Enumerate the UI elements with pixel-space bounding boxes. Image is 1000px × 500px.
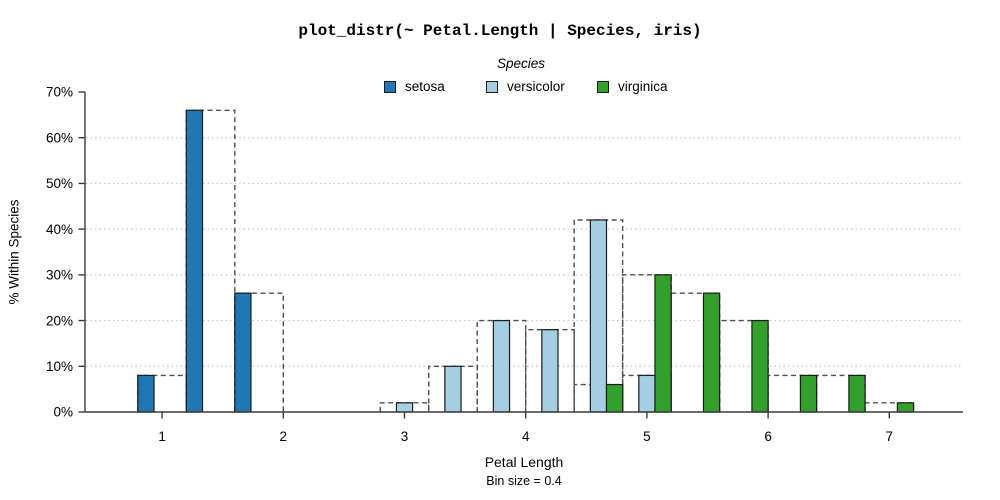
hist-outline-versicolor-3.6 bbox=[476, 319, 527, 412]
bar-virginica-4.4 bbox=[605, 383, 624, 413]
y-tick-label-0: 0% bbox=[53, 405, 73, 420]
virginica-swatch-icon bbox=[597, 81, 609, 93]
legend-item-virginica: virginica bbox=[597, 80, 668, 94]
x-tick-label-2: 2 bbox=[280, 429, 288, 444]
x-tick-label-6: 6 bbox=[764, 429, 772, 444]
legend-label-versicolor: versicolor bbox=[507, 79, 565, 94]
bar-setosa-1.6 bbox=[234, 292, 252, 413]
legend-item-setosa: setosa bbox=[384, 80, 445, 94]
x-tick-label-7: 7 bbox=[886, 429, 894, 444]
y-axis-title: % Within Species bbox=[6, 199, 22, 305]
y-tick-label-30: 30% bbox=[46, 268, 73, 283]
x-axis-title: Petal Length bbox=[484, 454, 564, 470]
bin-size-note: Bin size = 0.4 bbox=[486, 474, 562, 488]
bar-versicolor-3.2 bbox=[444, 365, 462, 413]
y-tick-label-40: 40% bbox=[46, 222, 73, 237]
hist-outline-virginica-4.8 bbox=[621, 274, 672, 412]
versicolor-swatch-icon bbox=[486, 81, 498, 93]
bar-versicolor-4 bbox=[541, 329, 559, 413]
bar-virginica-4.8 bbox=[654, 274, 672, 413]
x-tick-label-4: 4 bbox=[522, 429, 530, 444]
y-tick-label-60: 60% bbox=[46, 130, 73, 145]
bar-virginica-6.4 bbox=[848, 374, 866, 413]
x-tick-label-5: 5 bbox=[643, 429, 651, 444]
bar-virginica-5.6 bbox=[751, 319, 769, 413]
legend-label-setosa: setosa bbox=[405, 79, 445, 94]
bar-setosa-0.8 bbox=[137, 374, 155, 413]
bar-versicolor-4.8 bbox=[638, 374, 656, 413]
y-tick-label-50: 50% bbox=[46, 176, 73, 191]
page-title: plot_distr(~ Petal.Length | Species, iri… bbox=[298, 22, 702, 40]
x-tick-label-3: 3 bbox=[401, 429, 409, 444]
bar-virginica-6 bbox=[799, 374, 818, 413]
legend-item-versicolor: versicolor bbox=[486, 80, 565, 94]
x-tick-label-1: 1 bbox=[158, 429, 166, 444]
bar-versicolor-4.4 bbox=[589, 219, 608, 413]
setosa-swatch-icon bbox=[384, 81, 396, 93]
bar-virginica-5.2 bbox=[702, 292, 721, 413]
y-tick-label-10: 10% bbox=[46, 359, 73, 374]
y-tick-label-20: 20% bbox=[46, 313, 73, 328]
legend-title: Species bbox=[496, 56, 546, 71]
bar-versicolor-3.6 bbox=[492, 319, 511, 413]
bar-versicolor-2.8 bbox=[395, 402, 414, 413]
bar-setosa-1.2 bbox=[185, 109, 204, 413]
legend-label-virginica: virginica bbox=[618, 79, 668, 94]
hist-outline-setosa-1.2 bbox=[185, 109, 236, 412]
bar-virginica-6.8 bbox=[896, 402, 915, 413]
y-tick-label-70: 70% bbox=[46, 85, 73, 100]
